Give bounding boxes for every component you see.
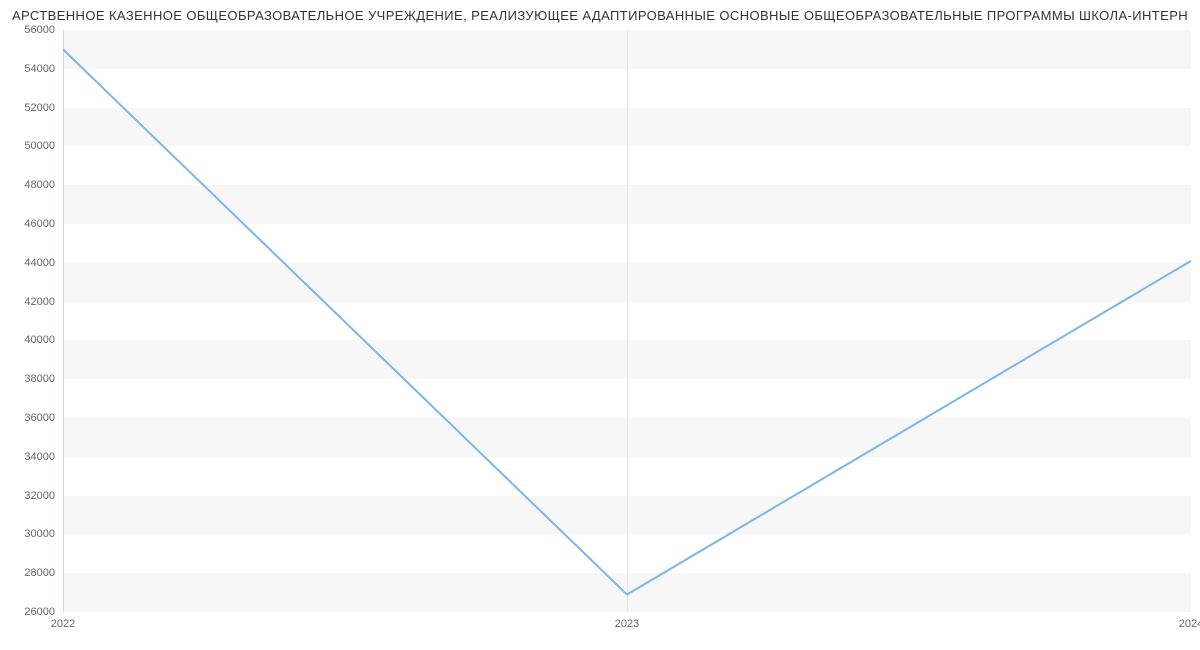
y-axis-label: 38000 — [24, 373, 55, 385]
y-axis-label: 26000 — [24, 606, 55, 618]
y-axis-label: 42000 — [24, 296, 55, 308]
series-line — [63, 49, 1191, 594]
plot-area: 2600028000300003200034000360003800040000… — [63, 30, 1191, 612]
y-axis-label: 48000 — [24, 179, 55, 191]
x-axis-label: 2022 — [51, 618, 75, 630]
y-axis-label: 40000 — [24, 334, 55, 346]
y-axis-label: 56000 — [24, 24, 55, 36]
y-axis-label: 32000 — [24, 490, 55, 502]
y-axis-label: 50000 — [24, 140, 55, 152]
x-axis-label: 2024 — [1179, 618, 1200, 630]
y-axis-label: 30000 — [24, 528, 55, 540]
series-layer — [63, 30, 1191, 612]
y-axis-label: 44000 — [24, 257, 55, 269]
y-axis-label: 34000 — [24, 451, 55, 463]
y-axis-label: 54000 — [24, 63, 55, 75]
y-axis-label: 36000 — [24, 412, 55, 424]
x-axis-label: 2023 — [615, 618, 639, 630]
y-axis-label: 28000 — [24, 567, 55, 579]
y-axis-label: 46000 — [24, 218, 55, 230]
chart-title: АРСТВЕННОЕ КАЗЕННОЕ ОБЩЕОБРАЗОВАТЕЛЬНОЕ … — [0, 8, 1200, 23]
y-axis-label: 52000 — [24, 102, 55, 114]
